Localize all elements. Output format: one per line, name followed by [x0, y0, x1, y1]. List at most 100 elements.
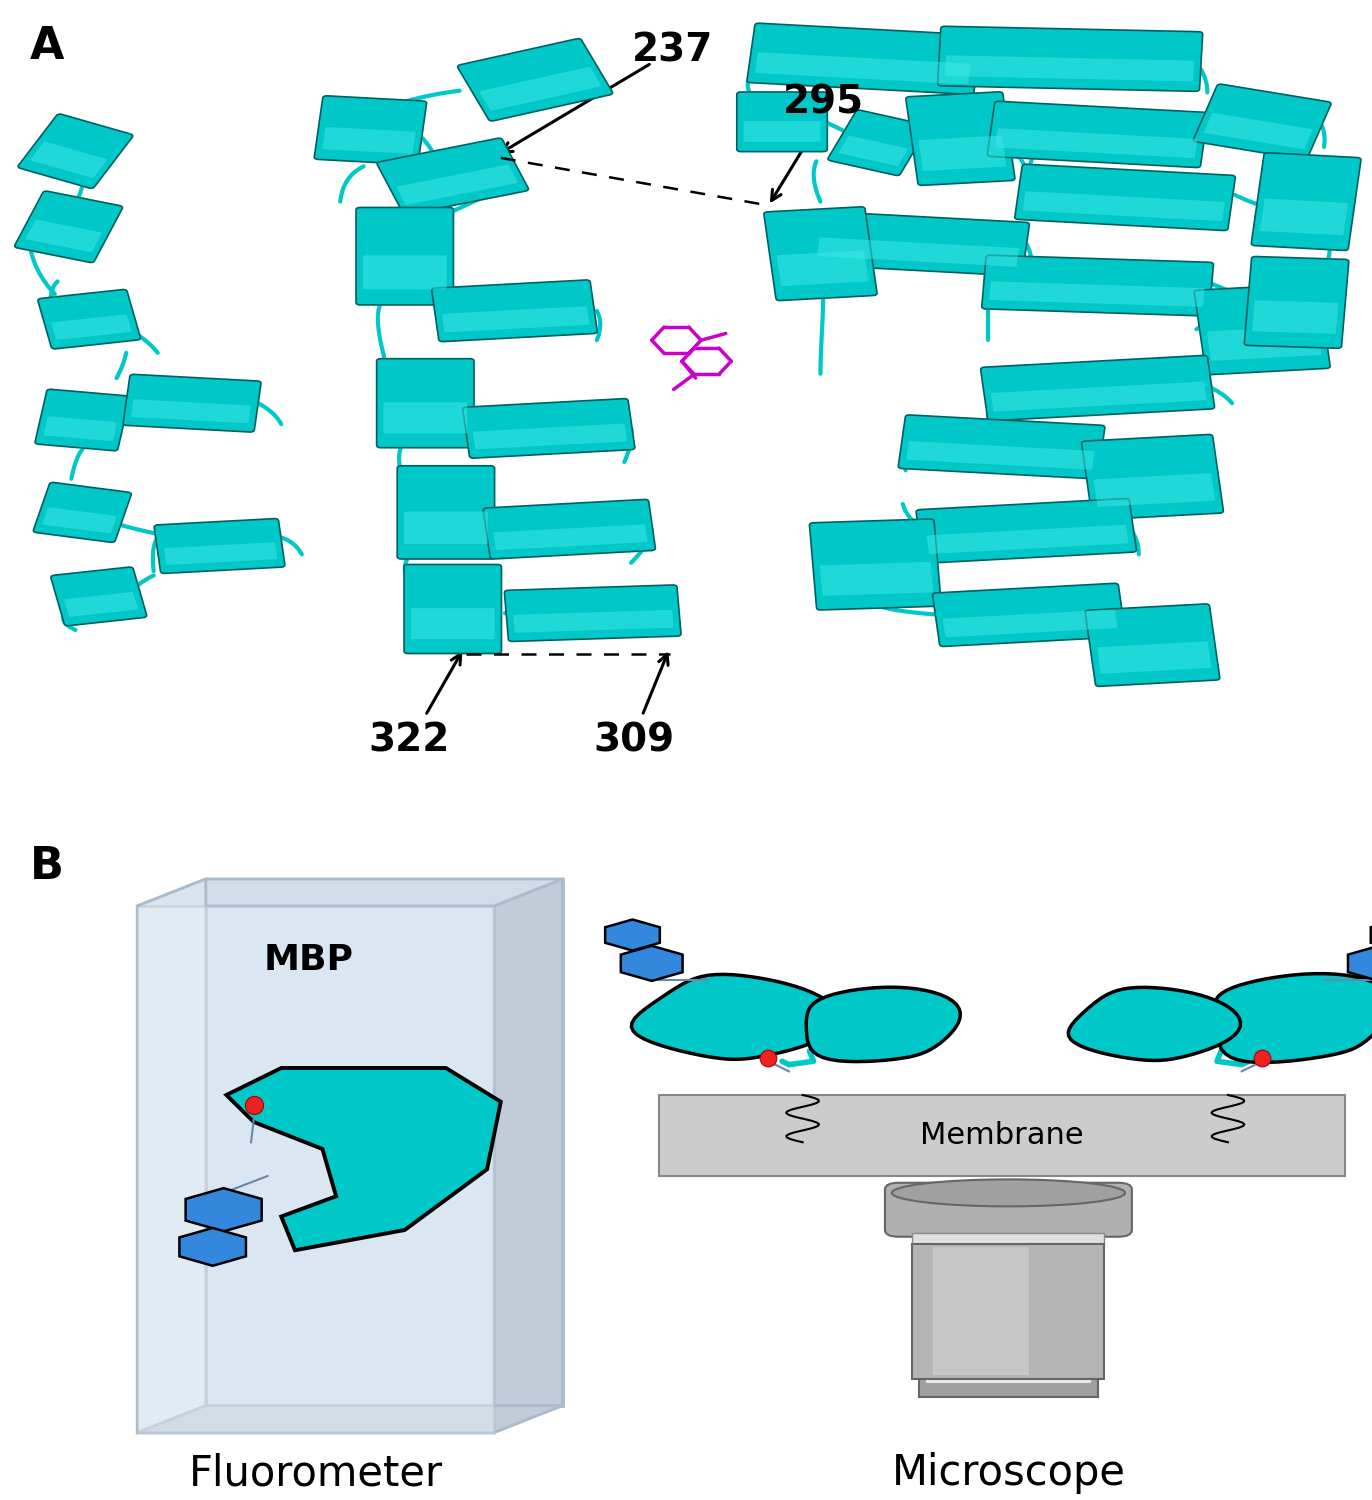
FancyBboxPatch shape: [1251, 153, 1361, 251]
Text: B: B: [30, 846, 64, 888]
FancyBboxPatch shape: [906, 441, 1095, 470]
Text: MBP: MBP: [263, 944, 354, 976]
FancyBboxPatch shape: [937, 27, 1203, 92]
Polygon shape: [631, 975, 840, 1059]
FancyBboxPatch shape: [809, 211, 1029, 276]
FancyBboxPatch shape: [405, 512, 488, 544]
FancyBboxPatch shape: [995, 129, 1198, 158]
FancyBboxPatch shape: [505, 585, 681, 642]
FancyBboxPatch shape: [1098, 642, 1211, 674]
Polygon shape: [226, 1068, 501, 1251]
FancyBboxPatch shape: [18, 114, 133, 189]
FancyBboxPatch shape: [945, 56, 1194, 81]
Polygon shape: [620, 946, 683, 981]
FancyBboxPatch shape: [26, 219, 102, 252]
Text: Fluorometer: Fluorometer: [188, 1452, 443, 1494]
Text: 237: 237: [631, 32, 713, 69]
Text: Microscope: Microscope: [892, 1452, 1125, 1494]
FancyBboxPatch shape: [1259, 198, 1347, 236]
FancyBboxPatch shape: [777, 251, 868, 286]
FancyBboxPatch shape: [322, 128, 416, 154]
FancyBboxPatch shape: [64, 592, 137, 616]
FancyBboxPatch shape: [746, 22, 982, 94]
FancyBboxPatch shape: [764, 207, 877, 300]
Polygon shape: [137, 879, 563, 906]
FancyBboxPatch shape: [458, 39, 612, 122]
FancyBboxPatch shape: [991, 381, 1206, 411]
Polygon shape: [206, 879, 563, 1406]
FancyBboxPatch shape: [933, 584, 1125, 646]
Polygon shape: [137, 1406, 563, 1432]
FancyBboxPatch shape: [926, 525, 1128, 554]
FancyBboxPatch shape: [981, 356, 1214, 420]
FancyBboxPatch shape: [412, 608, 495, 639]
FancyBboxPatch shape: [38, 290, 140, 350]
FancyBboxPatch shape: [123, 375, 261, 432]
FancyBboxPatch shape: [432, 280, 597, 342]
FancyBboxPatch shape: [919, 135, 1006, 171]
FancyBboxPatch shape: [405, 564, 502, 654]
Polygon shape: [180, 1228, 246, 1266]
FancyBboxPatch shape: [744, 122, 820, 142]
FancyBboxPatch shape: [483, 500, 656, 560]
FancyBboxPatch shape: [36, 390, 129, 450]
Polygon shape: [137, 879, 206, 1432]
FancyBboxPatch shape: [755, 53, 971, 84]
FancyBboxPatch shape: [906, 92, 1015, 186]
FancyBboxPatch shape: [1244, 256, 1349, 348]
Polygon shape: [605, 920, 660, 951]
FancyBboxPatch shape: [1253, 300, 1338, 334]
FancyBboxPatch shape: [51, 567, 147, 626]
FancyBboxPatch shape: [383, 402, 466, 433]
FancyBboxPatch shape: [1015, 165, 1235, 231]
FancyBboxPatch shape: [818, 237, 1019, 267]
FancyBboxPatch shape: [154, 519, 285, 573]
FancyBboxPatch shape: [885, 1182, 1132, 1236]
Text: 309: 309: [593, 722, 675, 760]
Polygon shape: [1347, 946, 1372, 981]
FancyBboxPatch shape: [44, 417, 117, 441]
FancyBboxPatch shape: [1022, 192, 1225, 220]
FancyBboxPatch shape: [377, 138, 528, 214]
FancyBboxPatch shape: [130, 399, 251, 423]
FancyBboxPatch shape: [462, 399, 635, 458]
FancyBboxPatch shape: [165, 543, 277, 566]
FancyBboxPatch shape: [1093, 472, 1216, 507]
Text: Membrane: Membrane: [919, 1120, 1084, 1150]
FancyBboxPatch shape: [43, 507, 117, 534]
FancyBboxPatch shape: [480, 68, 601, 111]
Bar: [926, 1380, 1091, 1383]
FancyBboxPatch shape: [398, 466, 495, 560]
FancyBboxPatch shape: [838, 135, 908, 166]
FancyBboxPatch shape: [809, 519, 941, 610]
FancyBboxPatch shape: [989, 282, 1205, 308]
FancyBboxPatch shape: [314, 96, 427, 165]
FancyBboxPatch shape: [30, 141, 107, 178]
FancyBboxPatch shape: [737, 92, 827, 152]
FancyBboxPatch shape: [494, 525, 648, 550]
Bar: [919, 1378, 1098, 1398]
FancyBboxPatch shape: [397, 165, 517, 206]
Text: 295: 295: [782, 84, 864, 122]
Ellipse shape: [892, 1179, 1125, 1206]
FancyBboxPatch shape: [943, 609, 1118, 638]
FancyBboxPatch shape: [988, 102, 1207, 168]
Text: 322: 322: [368, 722, 450, 760]
FancyBboxPatch shape: [51, 315, 132, 340]
FancyBboxPatch shape: [362, 255, 446, 290]
FancyBboxPatch shape: [916, 498, 1136, 562]
Text: A: A: [30, 26, 64, 68]
FancyBboxPatch shape: [982, 255, 1213, 316]
FancyBboxPatch shape: [827, 110, 929, 176]
FancyBboxPatch shape: [1207, 326, 1321, 362]
Polygon shape: [185, 1188, 262, 1231]
FancyBboxPatch shape: [1203, 112, 1313, 148]
Polygon shape: [807, 987, 960, 1062]
Polygon shape: [1069, 987, 1240, 1060]
Bar: [933, 1246, 1029, 1376]
Polygon shape: [1214, 974, 1372, 1062]
FancyBboxPatch shape: [1085, 604, 1220, 687]
Polygon shape: [494, 879, 563, 1432]
FancyBboxPatch shape: [15, 190, 122, 262]
FancyBboxPatch shape: [1081, 435, 1224, 520]
